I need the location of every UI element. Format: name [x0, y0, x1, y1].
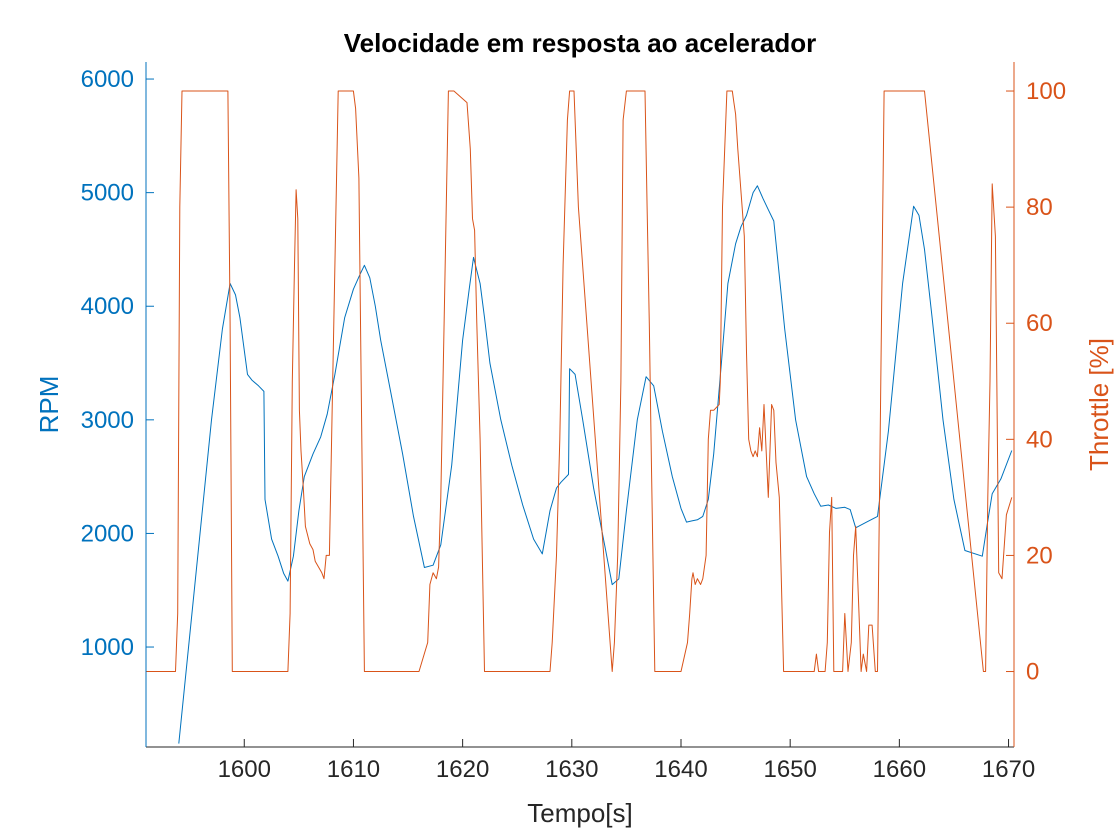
x-tick-label: 1610	[327, 756, 380, 783]
left-y-tick-label: 6000	[81, 66, 134, 93]
x-tick-label: 1640	[654, 756, 707, 783]
right-y-tick-label: 100	[1026, 78, 1066, 105]
rpm-series-line	[178, 185, 1013, 744]
right-y-axis-label: Throttle [%]	[1084, 338, 1114, 471]
throttle-series-line	[146, 90, 1013, 672]
right-y-tick-label: 40	[1026, 426, 1053, 453]
x-axis-label: Tempo[s]	[527, 798, 633, 828]
plot-area: 1600 1610 1620 1630 1640 1650 1660 167010002000…	[81, 62, 1066, 783]
x-tick-label: 1670	[982, 756, 1035, 783]
left-y-axis-label: RPM	[34, 376, 64, 434]
right-y-tick-label: 20	[1026, 542, 1053, 569]
left-y-tick-label: 1000	[81, 634, 134, 661]
left-y-tick-label: 5000	[81, 180, 134, 207]
right-y-tick-label: 0	[1026, 659, 1039, 686]
left-y-tick-label: 3000	[81, 407, 134, 434]
left-y-tick-label: 2000	[81, 520, 134, 547]
x-tick-label: 1660	[873, 756, 926, 783]
right-y-tick-label: 60	[1026, 310, 1053, 337]
chart-title: Velocidade em resposta ao acelerador	[344, 28, 817, 58]
x-tick-label: 1620	[436, 756, 489, 783]
x-tick-label: 1650	[763, 756, 816, 783]
x-tick-label: 1600	[218, 756, 271, 783]
left-y-tick-label: 4000	[81, 293, 134, 320]
x-tick-label: 1630	[545, 756, 598, 783]
right-y-tick-label: 80	[1026, 194, 1053, 221]
